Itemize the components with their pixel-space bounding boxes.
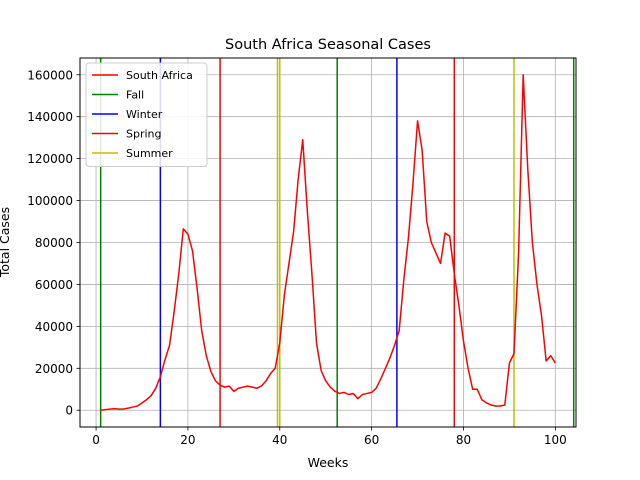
y-tick-label: 120000 (27, 152, 73, 166)
x-tick-label: 0 (92, 433, 100, 447)
x-tick-label: 80 (456, 433, 471, 447)
y-tick-label: 160000 (27, 68, 73, 82)
y-tick-label: 80000 (35, 236, 73, 250)
x-tick-label: 100 (544, 433, 567, 447)
legend-label: South Africa (126, 69, 193, 82)
legend-label: Spring (126, 128, 162, 141)
legend-label: Fall (126, 89, 144, 102)
y-tick-label: 0 (65, 404, 73, 418)
x-tick-label: 20 (180, 433, 195, 447)
legend-box (85, 62, 208, 167)
y-tick-label: 20000 (35, 362, 73, 376)
series-layer (100, 74, 556, 411)
legend-label: Summer (126, 147, 173, 160)
y-tick-label: 100000 (27, 194, 73, 208)
x-axis-label: Weeks (308, 455, 349, 470)
legend: South Africa Fall Winter Spring Summer (85, 62, 208, 167)
legend-label: Winter (126, 108, 163, 121)
y-axis-label: Total Cases (0, 207, 12, 278)
series-line-south-africa (100, 74, 556, 411)
chart-title: South Africa Seasonal Cases (225, 37, 431, 53)
x-axis-ticks: 0 20 40 60 80 100 (92, 427, 567, 447)
y-tick-label: 60000 (35, 278, 73, 292)
x-tick-label: 60 (364, 433, 379, 447)
season-lines (99, 58, 575, 427)
y-tick-label: 140000 (27, 110, 73, 124)
x-tick-label: 40 (272, 433, 287, 447)
y-tick-label: 40000 (35, 320, 73, 334)
y-axis-ticks: 0 20000 40000 60000 80000 100000 120000 140000 1… (27, 68, 80, 418)
